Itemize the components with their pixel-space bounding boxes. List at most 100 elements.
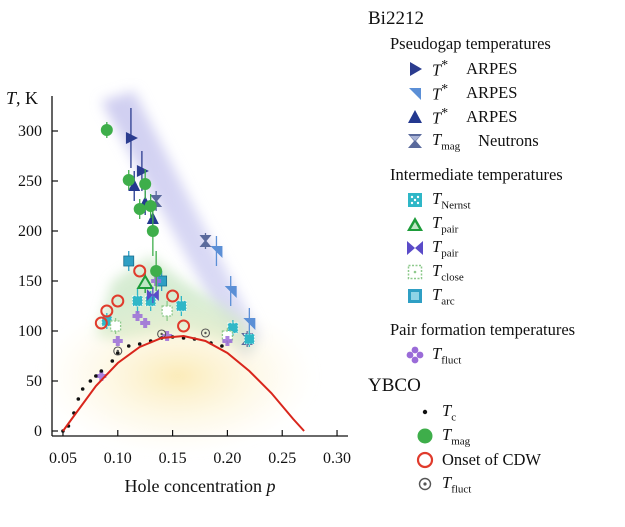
x-tick-label: 0.15 (159, 450, 187, 467)
x-axis-label: Hole concentration p (125, 476, 276, 496)
data-point-tc (88, 379, 93, 383)
open-triangle-icon (407, 217, 423, 231)
data-point-tmag-neutrons (199, 235, 212, 247)
dot-icon (422, 409, 428, 415)
data-point-tc (110, 359, 115, 363)
data-point-onset-of-cdw (166, 289, 180, 303)
data-point-tmag-ybco (144, 200, 157, 212)
data-point-tfluct-bi2212 (96, 371, 107, 381)
dotted-square-icon (408, 193, 422, 207)
legend-item-tarc: Tarc (368, 284, 623, 308)
triangle-up-icon (408, 110, 422, 123)
x-tick-label: 0.10 (104, 450, 132, 467)
data-point-tc (99, 369, 104, 373)
axes: 0 50 100 150 200 250 300 0.05 0.10 0.15 0.20 0.25 0.… (6, 88, 351, 496)
y-tick-label: 250 (18, 173, 42, 190)
legend-item-tstar-right: T* ARPES (368, 57, 623, 81)
data-marks (61, 108, 305, 433)
data-point-tfluct-ybco (200, 328, 211, 338)
data-point-tc (94, 374, 98, 378)
data-point-tfluct-ybco-center (116, 349, 119, 353)
data-point-tnernst (243, 333, 255, 345)
data-point-tc (126, 344, 131, 348)
data-point-tfluct-bi2212 (112, 336, 123, 346)
legend-title-bi2212: Bi2212 (368, 8, 424, 29)
data-point-t-arpes-right-triangle (136, 165, 149, 177)
filled-circle-icon (417, 428, 433, 444)
data-point-tmag-ybco (139, 178, 152, 190)
data-point-tc (137, 342, 142, 346)
data-point-tc (220, 344, 224, 348)
data-point-tarc (123, 255, 135, 267)
x-tick-label: 0.25 (268, 450, 296, 467)
data-point-tfluct-ybco (113, 346, 123, 356)
legend-group-intermediate: Intermediate temperatures (390, 165, 563, 184)
legend-item-tstar-up: T* ARPES (368, 105, 623, 129)
legend-cdw-label: Onset of CDW (442, 450, 541, 469)
legend-item-tfluct-bi2212: Tfluct (368, 343, 623, 367)
legend-method: Neutrons (478, 131, 539, 150)
y-tick-label: 200 (18, 223, 42, 240)
data-point-onset-of-cdw (177, 319, 191, 333)
y-tick-label: 100 (18, 323, 42, 340)
data-point-tnernst (145, 295, 157, 307)
x-tick-label: 0.20 (213, 450, 241, 467)
data-point-tfluct-ybco-center (204, 331, 207, 335)
legend-group-pseudogap: Pseudogap temperatures (390, 34, 551, 53)
hourglass-icon (408, 134, 422, 148)
pseudogap-band (101, 91, 261, 361)
data-point-tc (76, 397, 81, 401)
data-point-onset-of-cdw (100, 304, 114, 318)
legend-item-tfluct-ybco: Tfluct (368, 472, 623, 496)
data-point-tc (115, 351, 120, 355)
legend-group-pair-formation: Pair formation temperatures (390, 320, 576, 339)
x-tick-label: 0.30 (323, 450, 351, 467)
y-tick-label: 300 (18, 123, 42, 140)
triangle-down-icon (409, 88, 421, 100)
data-point-tfluct-bi2212 (132, 311, 143, 321)
legend-method: ARPES (466, 59, 518, 78)
data-point-tfluct-bi2212 (140, 318, 151, 328)
data-point-tmag-ybco (150, 265, 163, 277)
legend-item-onset-cdw: Onset of CDW (368, 448, 623, 472)
data-point-tfluct-bi2212 (162, 331, 173, 341)
data-point-onset-of-cdw (94, 316, 108, 330)
data-point-tclose (109, 320, 122, 332)
data-point-tfluct-bi2212 (222, 336, 233, 346)
legend-item-tpair-bowtie: Tpair (368, 236, 623, 260)
data-point-onset-of-cdw (111, 294, 125, 308)
legend-item-tstar-down: T* ARPES (368, 81, 623, 105)
data-point-tpair-triangle (136, 274, 154, 289)
legend-title-ybco: YBCO (368, 375, 421, 396)
data-point-tpair-bowtie (146, 289, 159, 301)
legend-item-tmag-ybco: Tmag (368, 424, 623, 448)
legend-method: ARPES (466, 107, 518, 126)
dotted-open-square-icon (407, 264, 423, 280)
dotted-circle-icon (418, 477, 432, 491)
legend-method: ARPES (466, 83, 518, 102)
data-point-tmag-ybco (100, 124, 113, 136)
background-bands (38, 91, 319, 456)
legend: Bi2212 Pseudogap temperatures T* ARPES T… (368, 8, 623, 496)
legend-item-tc: Tc (368, 400, 623, 424)
triangle-right-icon (410, 62, 422, 76)
bowtie-icon (407, 241, 423, 255)
purple-plus-icon (406, 346, 424, 364)
tc-glow (38, 296, 319, 456)
data-point-tnernst (175, 300, 187, 312)
legend-item-tclose: Tclose (368, 260, 623, 284)
square-icon (408, 289, 422, 303)
legend-item-tnernst: TNernst (368, 188, 623, 212)
data-point-tnernst (132, 295, 143, 307)
legend-item-tmag-neutrons: Tmag Neutrons (368, 129, 623, 153)
data-point-t-arpes-right-triangle (125, 132, 138, 144)
data-point-t-arpes-up-triangle (128, 179, 141, 191)
data-point-tfluct-ybco-center (160, 332, 163, 336)
data-point-t-arpes-down-triangle (224, 286, 237, 298)
data-point-tclose (161, 305, 173, 317)
data-point-onset-of-cdw (133, 264, 147, 278)
data-point-tmag-ybco (133, 203, 146, 215)
data-point-tc (80, 387, 85, 391)
y-tick-label: 50 (26, 373, 42, 390)
x-tick-label: 0.05 (49, 450, 77, 467)
